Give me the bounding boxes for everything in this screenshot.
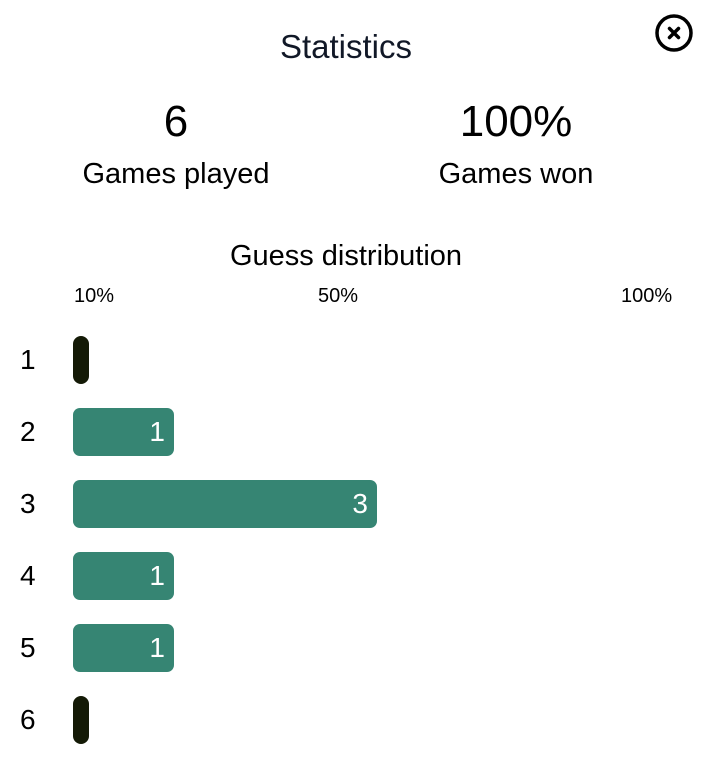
distribution-row: 6 <box>0 696 706 744</box>
distribution-bar-count: 1 <box>149 416 165 447</box>
guess-number-label: 2 <box>20 416 36 447</box>
stat-games-played: 6 Games played <box>56 97 296 191</box>
guess-distribution-title: Guess distribution <box>229 240 463 272</box>
close-button[interactable] <box>654 13 694 53</box>
games-won-label: Games won <box>438 158 594 190</box>
distribution-bar <box>73 336 89 384</box>
stat-games-won: 100% Games won <box>396 97 636 191</box>
distribution-bar: 1 <box>73 624 174 672</box>
games-won-value: 100% <box>459 97 573 146</box>
close-circle-icon <box>655 14 693 52</box>
scale-label-100: 100% <box>621 285 673 307</box>
guess-number-label: 4 <box>20 560 36 591</box>
scale-label-10: 10% <box>74 285 115 307</box>
distribution-row: 1 <box>0 336 706 384</box>
scale-label-50: 50% <box>318 285 359 307</box>
distribution-bar <box>73 696 89 744</box>
modal-title: Statistics <box>279 28 413 65</box>
games-played-value: 6 <box>163 97 189 146</box>
guess-number-label: 5 <box>20 632 36 663</box>
distribution-bar-count: 1 <box>149 632 165 663</box>
guess-number-label: 1 <box>20 344 36 375</box>
guess-number-label: 6 <box>20 704 36 735</box>
games-played-label: Games played <box>82 158 270 190</box>
distribution-bar: 1 <box>73 552 174 600</box>
distribution-bar-count: 1 <box>149 560 165 591</box>
distribution-bar: 1 <box>73 408 174 456</box>
distribution-bar-count: 3 <box>352 488 368 519</box>
guess-number-label: 3 <box>20 488 36 519</box>
distribution-bar: 3 <box>73 480 377 528</box>
